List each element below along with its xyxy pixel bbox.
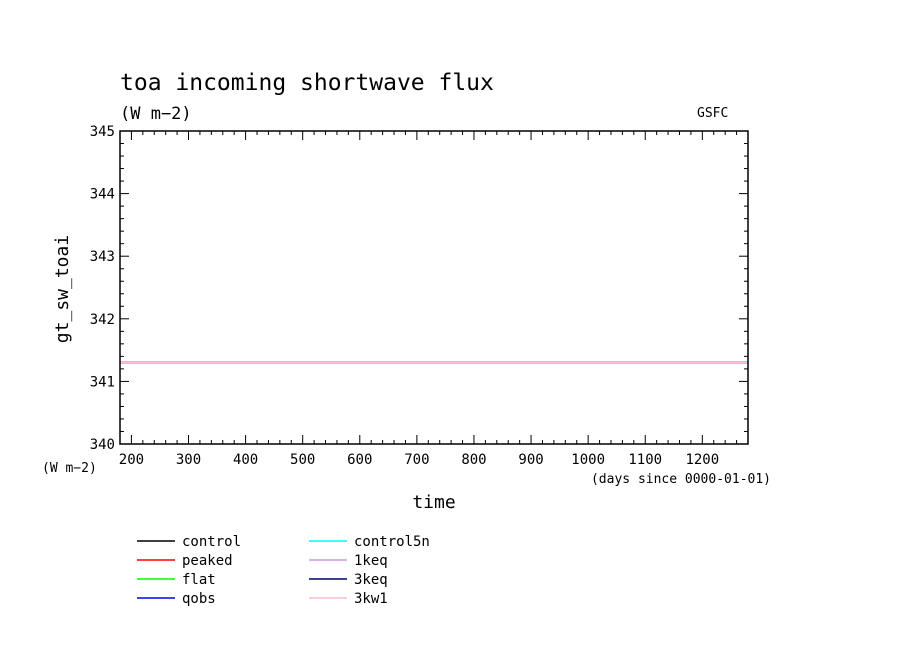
x-tick-label: 1200 [685,452,719,468]
x-tick-label: 700 [404,452,429,468]
x-axis-units: (days since 0000-01-01) [591,472,771,487]
credit-label: GSFC [697,106,728,121]
plot-frame [119,130,749,445]
y-axis-label: gt_sw_toai [52,235,73,343]
y-axis-units: (W m−2) [42,461,97,476]
x-tick-label: 800 [461,452,486,468]
x-tick-label: 600 [347,452,372,468]
x-tick-label: 400 [233,452,258,468]
ticks-layer: 200 300 400 500 600 700 800 900 1000 1100 1200 340 3… [90,124,749,468]
legend-label-3kw1: 3kw1 [354,591,388,607]
legend-label-qobs: qobs [182,591,216,607]
y-tick-label: 340 [90,437,115,453]
chart-title: toa incoming shortwave flux [120,70,494,96]
y-tick-label: 341 [90,374,115,390]
x-tick-label: 200 [119,452,144,468]
x-axis-label: time [412,492,455,513]
x-tick-label: 1100 [628,452,662,468]
legend-label-1keq: 1keq [354,553,388,569]
y-tick-label: 345 [90,124,115,140]
x-tick-label: 500 [290,452,315,468]
legend-label-peaked: peaked [182,553,233,569]
legend-label-flat: flat [182,572,216,588]
legend-label-control: control [182,534,241,550]
x-tick-label: 900 [518,452,543,468]
y-tick-label: 343 [90,249,115,265]
legend-label-control5n: control5n [354,534,430,550]
legend: control peaked flat qobs control5n 1keq 3keq 3k… [137,534,430,607]
y-tick-label: 344 [90,187,115,203]
chart-subtitle: (W m−2) [120,104,192,124]
legend-label-3keq: 3keq [354,572,388,588]
x-tick-label: 1000 [571,452,605,468]
y-tick-label: 342 [90,312,115,328]
x-tick-label: 300 [176,452,201,468]
